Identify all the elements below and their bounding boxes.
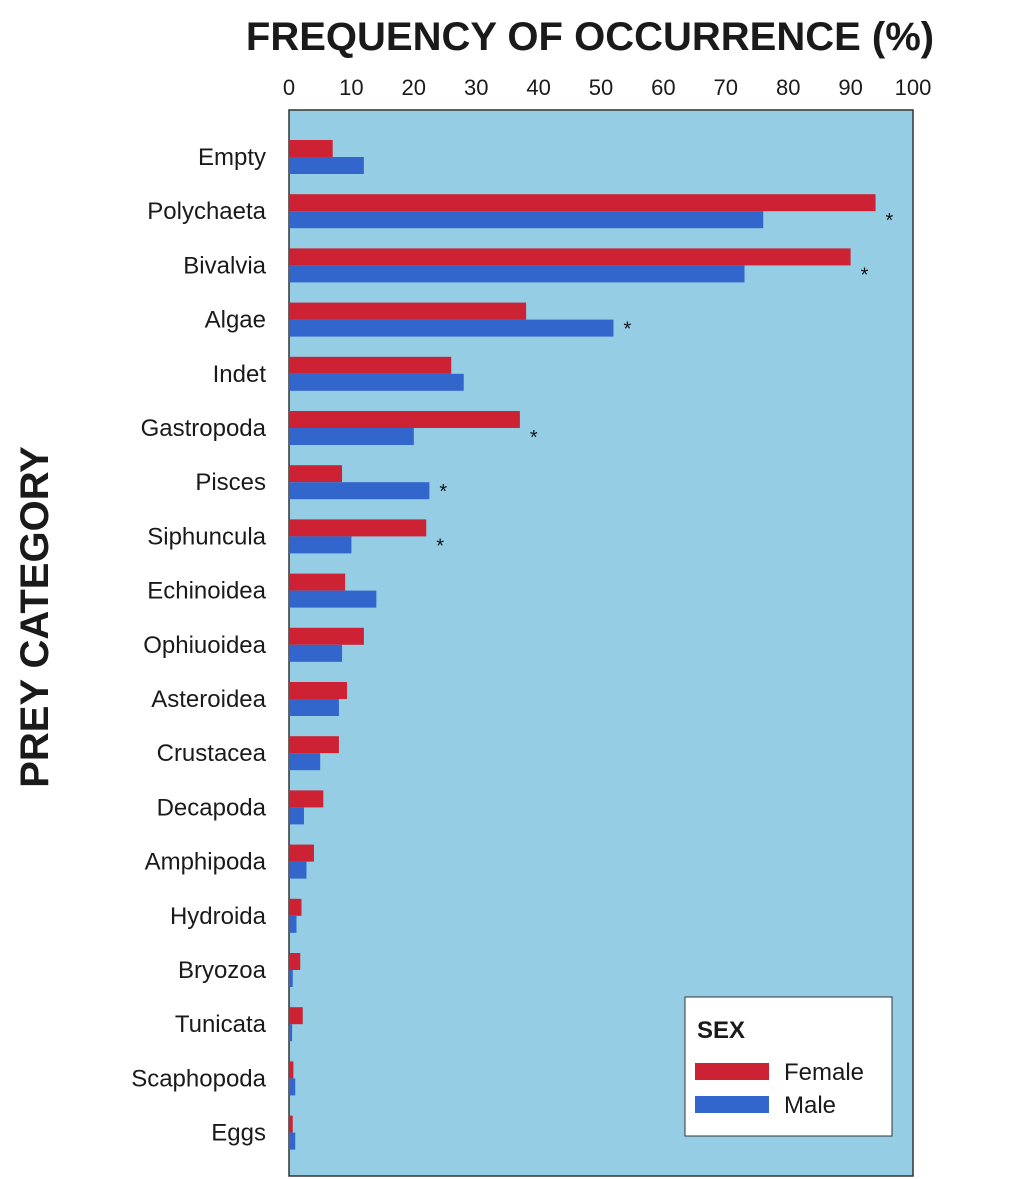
bar-female	[289, 790, 324, 808]
x-axis-title: FREQUENCY OF OCCURRENCE (%)	[246, 15, 934, 59]
category-label: Algae	[205, 307, 266, 334]
x-tick-label: 30	[464, 75, 488, 100]
bar-female	[289, 465, 343, 483]
bar-female	[289, 573, 346, 591]
significance-mark: *	[623, 319, 631, 341]
x-tick-label: 100	[895, 75, 932, 100]
x-tick-label: 50	[589, 75, 613, 100]
bar-male	[289, 590, 377, 608]
bar-male	[289, 482, 430, 500]
category-label: Polychaeta	[147, 198, 266, 225]
category-label: Empty	[198, 144, 266, 171]
category-label: Bivalvia	[183, 252, 266, 279]
bar-female	[289, 1061, 294, 1079]
x-tick-label: 10	[339, 75, 363, 100]
category-label: Asteroidea	[151, 686, 266, 713]
bar-male	[289, 861, 307, 879]
legend-swatch-female	[695, 1063, 769, 1080]
bar-female	[289, 682, 348, 699]
bar-male	[289, 1132, 296, 1150]
category-label: Ophiuoidea	[143, 632, 266, 659]
bar-female	[289, 898, 302, 916]
x-tick-label: 0	[283, 75, 295, 100]
significance-mark: *	[886, 210, 894, 232]
bar-male	[289, 1078, 296, 1096]
significance-mark: *	[436, 535, 444, 557]
category-label: Decapoda	[157, 794, 267, 821]
category-label: Tunicata	[175, 1011, 267, 1038]
category-label: Indet	[213, 361, 267, 388]
bar-female	[289, 356, 452, 374]
category-label: Crustacea	[157, 740, 267, 767]
significance-mark: *	[439, 481, 447, 503]
significance-mark: *	[861, 264, 869, 286]
bar-male	[289, 699, 339, 716]
legend-title: SEX	[697, 1017, 745, 1044]
bar-male	[289, 807, 304, 825]
x-tick-label: 80	[776, 75, 800, 100]
bar-female	[289, 1007, 303, 1025]
category-label: Bryozoa	[178, 957, 267, 984]
bars	[289, 140, 876, 1150]
category-label: Eggs	[211, 1120, 266, 1147]
bar-female	[289, 953, 301, 970]
category-label: Pisces	[195, 469, 266, 496]
bar-female	[289, 302, 527, 320]
bar-female	[289, 519, 427, 537]
significance-mark: *	[530, 427, 538, 449]
category-label: Amphipoda	[145, 849, 267, 876]
bar-female	[289, 140, 333, 157]
bar-male	[289, 211, 764, 229]
bar-female	[289, 248, 851, 266]
category-label: Echinoidea	[147, 578, 266, 605]
bar-male	[289, 970, 293, 987]
bar-female	[289, 844, 314, 862]
bar-female	[289, 736, 339, 754]
legend-label-male: Male	[784, 1092, 836, 1119]
x-tick-label: 90	[838, 75, 862, 100]
bar-female	[289, 411, 520, 428]
y-axis-title: PREY CATEGORY	[13, 446, 57, 788]
category-label: Hydroida	[170, 903, 267, 930]
category-label: Gastropoda	[141, 415, 267, 442]
category-label: Scaphopoda	[131, 1065, 266, 1092]
legend-swatch-male	[695, 1096, 769, 1113]
bar-female	[289, 1115, 293, 1133]
bar-male	[289, 373, 464, 391]
bar-male	[289, 915, 297, 933]
category-labels: Empty Polychaeta Bivalvia Algae Indet Gastrop…	[131, 144, 266, 1147]
x-tick-label: 20	[402, 75, 426, 100]
x-tick-label: 70	[714, 75, 738, 100]
legend-label-female: Female	[784, 1059, 864, 1086]
x-tick-label: 60	[651, 75, 675, 100]
bar-male	[289, 644, 343, 662]
bar-male	[289, 428, 414, 445]
significance-marks: * * * * * *	[436, 210, 893, 557]
bar-male	[289, 753, 321, 771]
bar-male	[289, 265, 745, 283]
bar-male	[289, 157, 364, 174]
bar-female	[289, 194, 876, 212]
category-label: Siphuncula	[147, 523, 266, 550]
x-axis-ticks: 0 10 20 30 40 50 60 70 80 90 100	[283, 75, 931, 100]
legend: SEX Female Male	[684, 996, 893, 1137]
x-tick-label: 40	[526, 75, 550, 100]
bar-male	[289, 319, 614, 337]
bar-female	[289, 627, 364, 645]
bar-male	[289, 1024, 293, 1042]
bar-male	[289, 536, 352, 554]
